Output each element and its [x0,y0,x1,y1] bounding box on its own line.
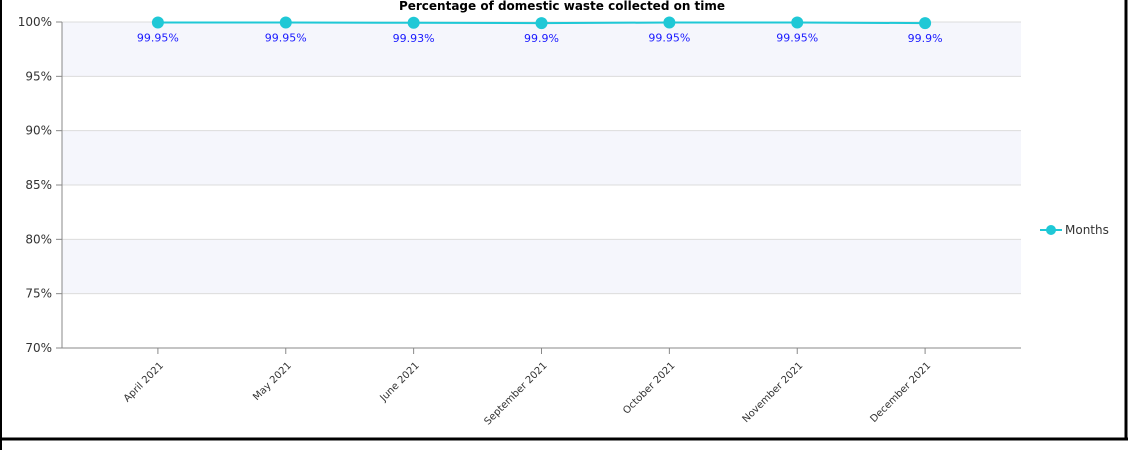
x-tick-label: April 2021 [122,360,166,404]
data-label: 99.9% [908,32,943,45]
x-tick-label: November 2021 [741,360,806,425]
data-label: 99.95% [648,32,690,45]
legend-label: Months [1065,223,1109,237]
y-tick-label: 75% [25,287,52,301]
x-axis: April 2021 May 2021 June 2021 September 202… [62,347,1021,427]
y-tick-label: 85% [25,178,52,192]
data-point[interactable] [535,17,548,30]
data-point[interactable] [919,17,932,30]
chart-title: Percentage of domestic waste collected o… [399,0,725,13]
y-tick-label: 80% [25,232,52,246]
legend-marker [1046,225,1056,235]
data-point[interactable] [279,16,292,29]
plot-band [62,293,1021,348]
data-point[interactable] [151,16,164,29]
x-tick-label: December 2021 [869,360,934,425]
plot-background [62,22,1021,348]
data-label: 99.95% [776,32,818,45]
plot-band [62,76,1021,131]
x-tick-label: October 2021 [621,360,677,416]
plot-band [62,130,1021,185]
legend[interactable]: Months [1040,223,1109,237]
series-months: 99.95% 99.95% 99.93% 99.9% 99.95% 99.95% 99.9% [137,16,943,45]
data-point[interactable] [407,16,420,29]
plot-band [62,239,1021,294]
y-tick-label: 100% [18,15,52,29]
x-tick-label: June 2021 [378,360,422,404]
data-point[interactable] [663,16,676,29]
x-tick-label: September 2021 [483,360,550,427]
y-tick-label: 95% [25,69,52,83]
data-label: 99.95% [137,32,179,45]
x-tick-label: May 2021 [251,360,294,403]
data-label: 99.95% [265,32,307,45]
plot-band [62,22,1021,77]
data-point[interactable] [791,16,804,29]
y-axis: 100% 95% 90% 85% 80% 75% 70% [18,15,63,355]
plot-band [62,185,1021,240]
y-tick-label: 70% [25,341,52,355]
y-tick-label: 90% [25,124,52,138]
data-label: 99.93% [393,32,435,45]
data-label: 99.9% [524,32,559,45]
